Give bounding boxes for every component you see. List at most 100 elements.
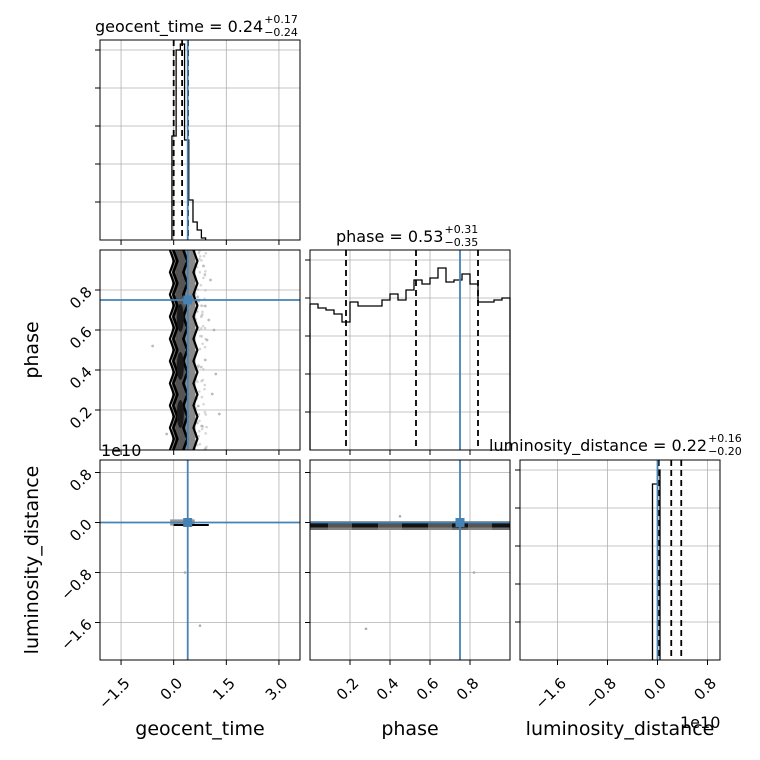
hist-phase-background [310,250,510,450]
sample-point [203,272,207,276]
x-tick-label: 0.8 [690,674,720,704]
y-tick-label: 0.0 [66,515,96,545]
sample-point [205,425,208,429]
y-tick-label: 0.8 [66,465,96,495]
sample-point [196,380,199,384]
contour-core [176,400,184,428]
sample-point [198,250,201,253]
sample-point [197,328,201,332]
sample-point [199,284,203,287]
title-error-plus: +0.16 [708,432,742,445]
title-error-minus: −0.20 [708,445,742,458]
hist-ld-frame [519,459,721,661]
sample-point [200,427,204,431]
panel-title: luminosity_distance = 0.22 +0.16−0.20 [489,432,742,458]
scatter-phase-ld-frame [309,459,511,661]
sample-point [199,334,202,338]
sample-point [198,442,202,446]
y-axis-label: luminosity_distance [21,466,43,655]
scatter-phase-ld-background [310,460,510,660]
sample-point [197,434,200,438]
scatter-geocent-time-ld-frame [99,459,301,661]
hist-phase-frame [309,249,511,451]
x-tick-label: −0.8 [582,674,620,712]
sample-point [205,445,208,449]
density-patch [468,521,492,530]
sample-point [198,270,202,274]
title-equals: = [204,17,228,36]
sample-point [199,327,203,330]
title-median: 0.53 [408,227,444,246]
hist-geocent-time-frame [99,39,301,241]
x-axis-label: geocent_time [135,718,264,740]
y-tick-label: −1.6 [57,615,95,653]
title-equals: = [648,436,672,455]
hist-geocent-time-background [100,40,300,240]
sample-point [203,326,207,330]
y-tick-label: 0.6 [66,323,96,353]
sample-point [202,276,205,280]
title-param: geocent_time [95,17,204,37]
scatter-geocent-time-phase-frame [99,249,301,451]
density-patch [328,521,352,530]
title-median: 0.22 [671,436,707,455]
sample-point [202,367,205,371]
sample-point [200,315,203,319]
sample-point [197,251,201,255]
sample-point [202,254,206,258]
sample-point [200,395,204,399]
y-tick-label: 0.4 [66,363,96,393]
sample-point [209,278,212,282]
sample-point [198,257,201,261]
x-tick-label: 0.0 [157,674,187,704]
sample-point [217,412,221,416]
density-band-inner [175,250,186,450]
sample-point [204,432,207,435]
panel-title-text: phase = 0.53 [336,227,443,246]
sample-point [151,344,155,348]
scatter-geocent-time-ld-background [100,460,300,660]
sample-point [203,358,207,362]
sample-point [203,383,207,387]
sample-point [200,259,203,262]
sample-point [165,432,169,436]
y-tick-label: 0.2 [66,403,96,433]
sample-point [198,255,202,258]
x-tick-label: 3.0 [262,674,292,704]
x-tick-label: 1.5 [209,674,239,704]
sample-point [197,364,200,367]
sample-point [201,304,204,308]
x-tick-label: 0.6 [413,674,443,704]
scatter-phase-ld-marks [310,514,510,631]
sample-point [205,338,209,342]
contour-core [176,352,184,380]
truth-marker [455,518,465,527]
sample-point [202,402,205,406]
x-tick-label: 0.2 [333,674,363,704]
sample-point [201,310,204,314]
x-offset-label: 1e10 [680,713,720,732]
truth-marker [183,295,193,305]
sample-point [203,345,207,349]
sample-point [198,347,202,351]
sample-point [183,571,187,574]
sample-point [398,514,402,518]
sample-point [198,419,201,423]
sample-point [203,304,207,308]
sample-point [196,295,200,298]
sample-point [364,627,368,631]
panel-title: geocent_time = 0.24 +0.17−0.24 [95,13,298,39]
sample-point [214,372,218,376]
sample-point [204,413,208,416]
sample-point [210,392,214,396]
sample-point [199,365,202,369]
title-median: 0.24 [228,17,264,36]
hist-ld-background [520,460,720,660]
x-tick-label: 0.0 [640,674,670,704]
x-tick-label: −1.6 [532,674,570,712]
sample-point [204,270,207,273]
density-band-inner [310,523,510,528]
x-axis-label: luminosity_distance [526,718,715,740]
sample-point [207,318,211,322]
